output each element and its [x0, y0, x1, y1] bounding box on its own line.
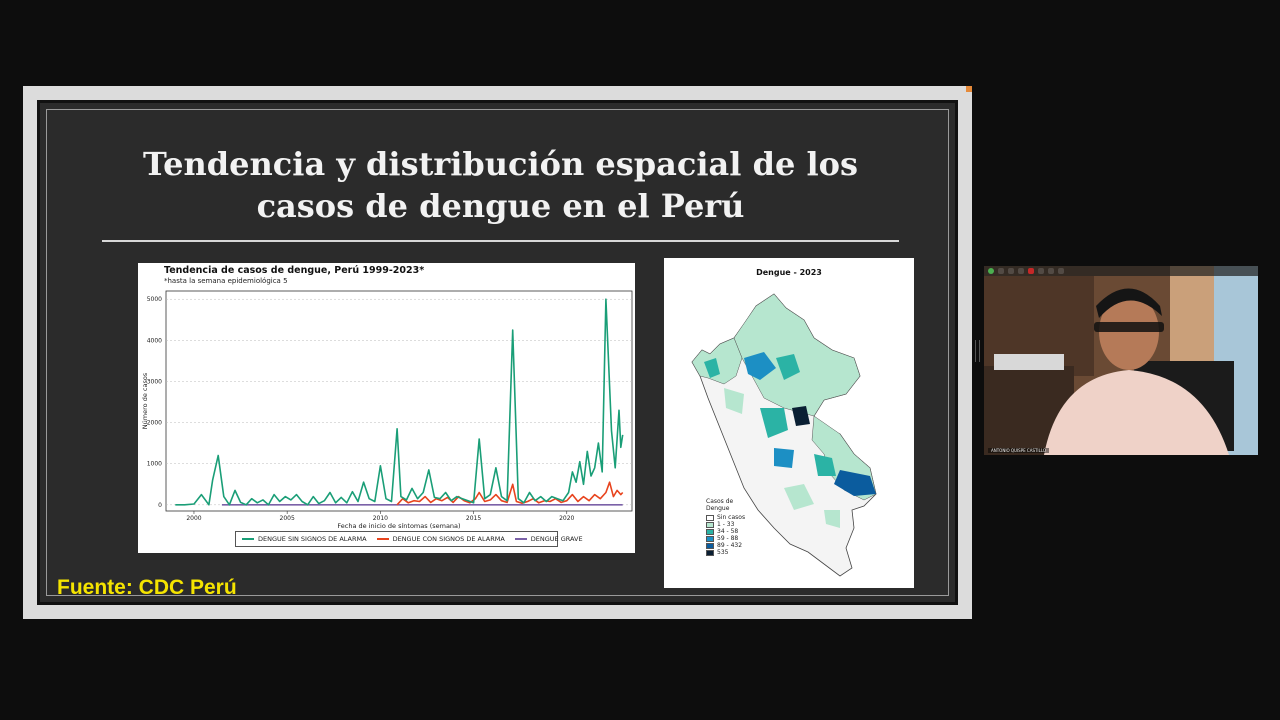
map-legend-item: 34 - 58: [706, 528, 745, 535]
map-legend-item: 535: [706, 549, 745, 556]
toolbar-chip[interactable]: [1048, 268, 1054, 274]
chart-title: Tendencia de casos de dengue, Perú 1999-…: [164, 265, 425, 276]
x-tick-label: 2005: [280, 515, 295, 522]
map-legend-swatch: [706, 535, 714, 542]
recording-badge: [1028, 268, 1034, 274]
legend-item-grave: DENGUE GRAVE: [514, 535, 583, 543]
map-legend-swatch: [706, 549, 714, 556]
legend-label: DENGUE GRAVE: [530, 535, 583, 543]
series-line-con-signos: [396, 481, 624, 506]
chart-subtitle: *hasta la semana epidemiológica 5: [164, 277, 288, 285]
map-legend-label: 59 - 88: [717, 535, 739, 542]
shared-screen: Tendencia y distribución espacial de los…: [23, 86, 972, 619]
y-tick-label: 3000: [147, 378, 162, 385]
x-tick-label: 2020: [559, 515, 574, 522]
x-tick-label: 2010: [373, 515, 388, 522]
map-legend-swatch: [706, 542, 714, 549]
title-divider: [102, 240, 899, 242]
map-legend: Casos de Dengue Sin casos 1 - 33 34 - 58…: [706, 498, 745, 556]
dengue-trend-chart: 0 1000 2000 3000 4000 5000 2000 2005 2010 2015 202…: [138, 263, 635, 553]
x-tick-label: 2015: [466, 515, 481, 522]
peru-map-shape: [691, 293, 877, 577]
presentation-slide: Tendencia y distribución espacial de los…: [37, 100, 958, 605]
y-tick-label: 1000: [147, 461, 162, 468]
legend-swatch: [514, 538, 527, 540]
y-tick-label: 0: [158, 502, 162, 509]
map-legend-title: Casos de Dengue: [706, 498, 745, 512]
chart-legend: DENGUE SIN SIGNOS DE ALARMA DENGUE CON S…: [235, 531, 583, 547]
peru-map: [691, 293, 877, 577]
toolbar-chip[interactable]: [1038, 268, 1044, 274]
toolbar-chip[interactable]: [1018, 268, 1024, 274]
shield-icon[interactable]: [988, 268, 994, 274]
y-axis-label: Número de casos: [141, 372, 149, 429]
video-toolbar: [984, 266, 1258, 276]
participant-video-frame: [984, 266, 1258, 455]
dengue-map-panel: Dengue - 2023: [664, 258, 914, 588]
map-legend-item: 59 - 88: [706, 535, 745, 542]
legend-swatch: [376, 538, 389, 540]
map-legend-title-line1: Casos de: [706, 498, 734, 505]
slide-border: [46, 109, 949, 596]
participant-video[interactable]: ANTONIO QUISPE CASTILLO: [984, 266, 1258, 455]
legend-swatch: [242, 538, 254, 540]
y-tick-label: 4000: [147, 337, 162, 344]
map-legend-label: Sin casos: [717, 514, 746, 521]
map-legend-label: 34 - 58: [717, 528, 739, 535]
split-resize-handle[interactable]: [975, 340, 980, 362]
slide-title: Tendencia y distribución espacial de los…: [40, 143, 961, 227]
map-legend-title-line2: Dengue: [706, 505, 730, 512]
legend-label: DENGUE SIN SIGNOS DE ALARMA: [258, 535, 367, 543]
toolbar-chip[interactable]: [1058, 268, 1064, 274]
map-legend-item: Sin casos: [706, 514, 745, 521]
legend-item-con-signos: DENGUE CON SIGNOS DE ALARMA: [376, 535, 505, 543]
participant-name: ANTONIO QUISPE CASTILLO: [988, 448, 1050, 453]
map-legend-swatch: [706, 528, 714, 535]
map-legend-item: 89 - 432: [706, 542, 745, 549]
map-legend-swatch: [706, 514, 714, 521]
map-legend-item: 1 - 33: [706, 521, 745, 528]
trend-chart-svg: 0 1000 2000 3000 4000 5000 2000 2005 2010 2015 202…: [141, 290, 633, 530]
slide-title-line2: casos de dengue en el Perú: [256, 187, 745, 225]
screen-share-handle[interactable]: [966, 86, 972, 92]
map-legend-label: 535: [717, 549, 729, 556]
map-title: Dengue - 2023: [756, 268, 822, 277]
legend-item-sin-signos: DENGUE SIN SIGNOS DE ALARMA: [242, 535, 367, 543]
map-legend-swatch: [706, 521, 714, 528]
legend-label: DENGUE CON SIGNOS DE ALARMA: [392, 535, 505, 543]
x-axis-label: Fecha de inicio de síntomas (semana): [337, 522, 460, 530]
x-tick-label: 2000: [186, 515, 201, 522]
source-label: Fuente: CDC Perú: [57, 576, 237, 599]
y-tick-label: 2000: [147, 420, 162, 427]
map-legend-label: 89 - 432: [717, 542, 743, 549]
series-line-sin-signos: [175, 298, 624, 506]
slide-title-line1: Tendencia y distribución espacial de los: [143, 145, 858, 183]
plot-area: [165, 290, 633, 512]
toolbar-chip[interactable]: [998, 268, 1004, 274]
y-tick-label: 5000: [147, 296, 162, 303]
toolbar-chip[interactable]: [1008, 268, 1014, 274]
map-legend-label: 1 - 33: [717, 521, 735, 528]
